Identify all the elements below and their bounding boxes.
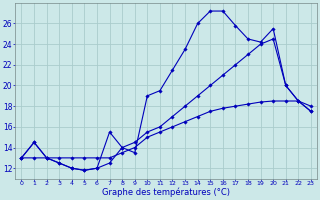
X-axis label: Graphe des températures (°C): Graphe des températures (°C) — [102, 188, 230, 197]
